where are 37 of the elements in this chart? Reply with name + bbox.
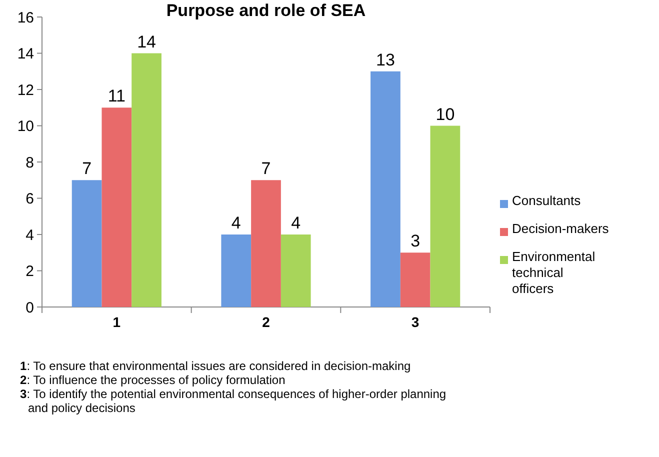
bar bbox=[430, 126, 460, 307]
y-tick-label: 12 bbox=[17, 82, 34, 99]
text: 3: To identify the potential environmental consequences of higher-order planning and policy decisions bbox=[20, 387, 446, 415]
bar bbox=[102, 108, 132, 307]
bar bbox=[132, 53, 162, 307]
data-label: 7 bbox=[82, 159, 92, 178]
chart-title: Purpose and role of SEA bbox=[166, 1, 366, 20]
y-tick-label: 16 bbox=[17, 9, 34, 26]
y-tick-label: 10 bbox=[17, 118, 34, 135]
y-tick-label: 6 bbox=[26, 190, 34, 208]
data-label: 4 bbox=[231, 214, 241, 232]
bar bbox=[251, 180, 281, 307]
y-tick-label: 8 bbox=[26, 154, 34, 172]
data-label: 7 bbox=[261, 159, 271, 178]
data-label: 4 bbox=[291, 214, 301, 232]
y-tick-label: 4 bbox=[26, 226, 34, 244]
bar bbox=[72, 180, 102, 307]
legend-label: Environmental technical officers bbox=[512, 249, 596, 296]
x-tick-label: 3 bbox=[411, 314, 420, 330]
legend-label: Consultants bbox=[512, 193, 582, 208]
text: 2: To influence the processes of policy formulation bbox=[20, 373, 286, 387]
text: 1: To ensure that environmental issues are considered in decision-making bbox=[20, 359, 411, 373]
bar bbox=[400, 252, 430, 307]
x-tick-label: 1 bbox=[112, 314, 121, 330]
bar bbox=[370, 71, 400, 307]
x-tick-label: 2 bbox=[262, 314, 270, 330]
bar bbox=[280, 234, 311, 307]
legend-label: Decision-makers bbox=[512, 221, 610, 236]
data-label: 14 bbox=[137, 32, 156, 52]
data-label: 3 bbox=[410, 232, 420, 251]
bar bbox=[221, 234, 252, 307]
data-label: 10 bbox=[436, 104, 455, 124]
y-tick-label: 2 bbox=[26, 263, 34, 280]
data-label: 13 bbox=[376, 50, 395, 70]
y-tick-label: 14 bbox=[17, 46, 34, 62]
y-tick-label: 0 bbox=[26, 299, 34, 316]
data-label: 11 bbox=[108, 86, 126, 106]
